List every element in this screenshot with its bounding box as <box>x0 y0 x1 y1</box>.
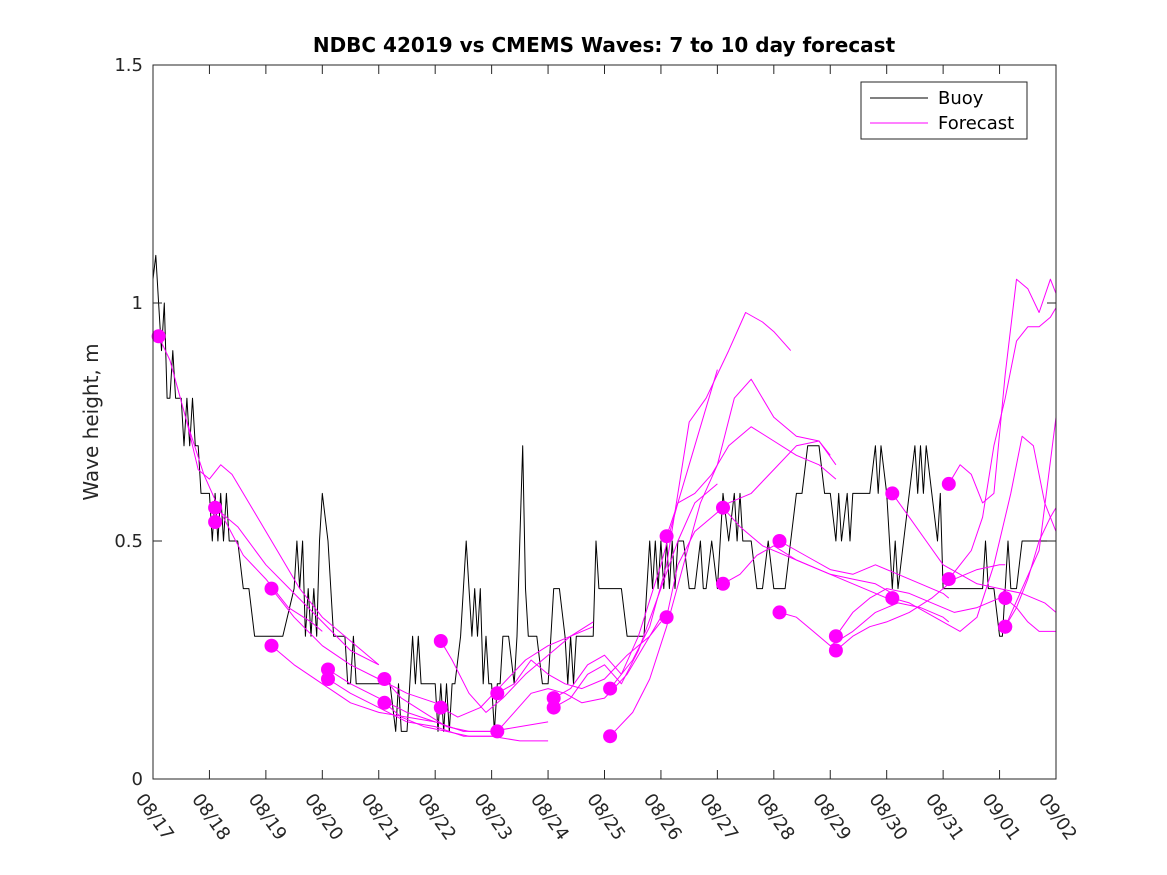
forecast-start-marker-27 <box>885 591 900 606</box>
forecast-series-line-15 <box>553 483 718 709</box>
forecast-series-line-2 <box>214 507 380 666</box>
forecast-start-marker-5 <box>264 638 279 653</box>
buoy-series-line <box>152 254 1056 732</box>
forecast-start-marker-7 <box>321 672 335 686</box>
forecast-start-marker-32 <box>998 619 1013 634</box>
forecast-series-line-23 <box>779 602 950 647</box>
forecast-series-line-12 <box>497 621 662 694</box>
y-tick-label: 0 <box>132 769 143 790</box>
forecast-series-line-9 <box>384 702 549 742</box>
forecast-series-line-27 <box>892 435 1057 632</box>
forecast-start-marker-28 <box>941 476 956 491</box>
forecast-start-marker-4 <box>264 581 279 596</box>
forecast-series-line-31 <box>1004 507 1057 627</box>
y-axis-label: Wave height, m <box>79 343 103 500</box>
forecast-series-line-1 <box>158 336 323 632</box>
forecast-start-marker-22 <box>772 534 787 548</box>
forecast-series-line-5 <box>271 645 436 723</box>
forecast-series-line-29 <box>948 307 1057 580</box>
plot-area: 00.511.508/17 08/18 08/19 08/20 08/21 08/22 08… <box>114 55 1081 844</box>
legend-box <box>860 81 1028 140</box>
forecast-series-line-14 <box>553 369 718 699</box>
forecast-series-line-6 <box>327 669 492 732</box>
forecast-start-marker-8 <box>377 672 392 686</box>
forecast-start-marker-29 <box>941 572 956 587</box>
forecast-series-line-10 <box>440 621 594 713</box>
forecast-start-marker-23 <box>772 605 787 620</box>
forecast-start-marker-13 <box>490 724 505 739</box>
forecast-start-marker-20 <box>716 500 730 515</box>
forecast-start-marker-12 <box>490 686 505 701</box>
legend-buoy-label: Buoy <box>938 88 984 109</box>
forecast-series-line-13 <box>496 616 662 732</box>
marker-layer <box>151 329 1013 744</box>
legend: Buoy Forecast <box>860 81 1028 140</box>
y-tick-label: 1 <box>132 293 143 314</box>
forecast-series-line-8 <box>384 678 549 732</box>
forecast-series-line-32 <box>1004 417 1057 627</box>
forecast-start-marker-30 <box>998 591 1013 606</box>
y-tick-label: 0.5 <box>114 531 143 552</box>
forecast-start-marker-10 <box>433 634 448 648</box>
forecast-start-marker-19 <box>659 610 674 625</box>
forecast-start-marker-2 <box>208 500 223 515</box>
forecast-start-marker-3 <box>208 515 223 529</box>
forecast-start-marker-1 <box>151 329 166 344</box>
forecast-series-line-19 <box>666 440 837 618</box>
forecast-series-line-16 <box>609 312 792 689</box>
forecast-start-marker-25 <box>828 643 843 658</box>
forecast-series-line-18 <box>666 426 837 537</box>
forecast-series-line-24 <box>835 588 1006 637</box>
forecast-series-line-4 <box>271 588 436 704</box>
forecast-start-marker-9 <box>377 695 392 710</box>
legend-forecast-label: Forecast <box>938 113 1014 134</box>
chart-title: NDBC 42019 vs CMEMS Waves: 7 to 10 day f… <box>313 33 896 57</box>
y-tick-label: 1.5 <box>114 55 143 76</box>
forecast-series-line-28 <box>948 278 1057 504</box>
axes-background <box>153 65 1056 779</box>
forecast-start-marker-24 <box>828 629 843 644</box>
forecast-series-line-7 <box>327 678 492 737</box>
forecast-series-line-25 <box>835 564 1006 651</box>
forecast-start-marker-17 <box>603 729 618 744</box>
forecast-series-line-26 <box>891 493 1057 613</box>
forecast-start-marker-26 <box>885 486 900 501</box>
forecast-series-line-22 <box>779 540 950 599</box>
forecast-start-marker-21 <box>716 576 730 591</box>
forecast-series-line-21 <box>722 545 893 604</box>
forecast-start-marker-11 <box>433 700 448 715</box>
forecast-start-marker-15 <box>546 700 561 715</box>
forecast-start-marker-16 <box>603 681 618 696</box>
forecast-series-line-3 <box>186 421 380 666</box>
series-layer <box>152 254 1057 742</box>
forecast-series-line-11 <box>440 626 594 718</box>
forecast-start-marker-18 <box>659 529 674 544</box>
